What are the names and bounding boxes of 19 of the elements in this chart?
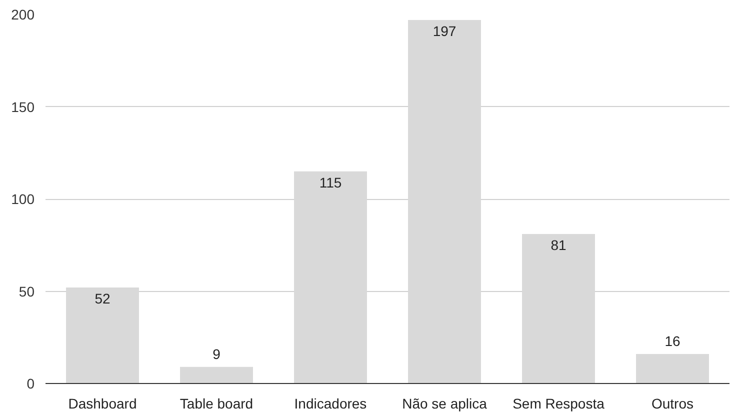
y-tick-label: 100 [11, 191, 35, 207]
y-tick-label: 150 [11, 98, 35, 115]
data-label: 16 [664, 332, 680, 349]
data-label: 115 [319, 174, 342, 190]
x-tick-label: Dashboard [68, 396, 137, 412]
y-tick-label: 0 [26, 376, 35, 392]
y-tick-label: 200 [11, 6, 35, 22]
x-tick-label: Não se aplica [402, 396, 488, 412]
x-tick-label: Sem Resposta [512, 396, 605, 412]
x-tick-label: Table board [180, 396, 254, 412]
bar [180, 366, 253, 384]
data-label: 197 [432, 23, 456, 40]
y-tick-label: 50 [18, 283, 35, 300]
x-tick-label: Outros [651, 396, 694, 412]
x-tick-label: Indicadores [294, 396, 367, 412]
data-label: 52 [94, 290, 110, 307]
data-label: 81 [550, 237, 566, 254]
bar [636, 354, 709, 384]
data-label: 9 [212, 346, 221, 362]
